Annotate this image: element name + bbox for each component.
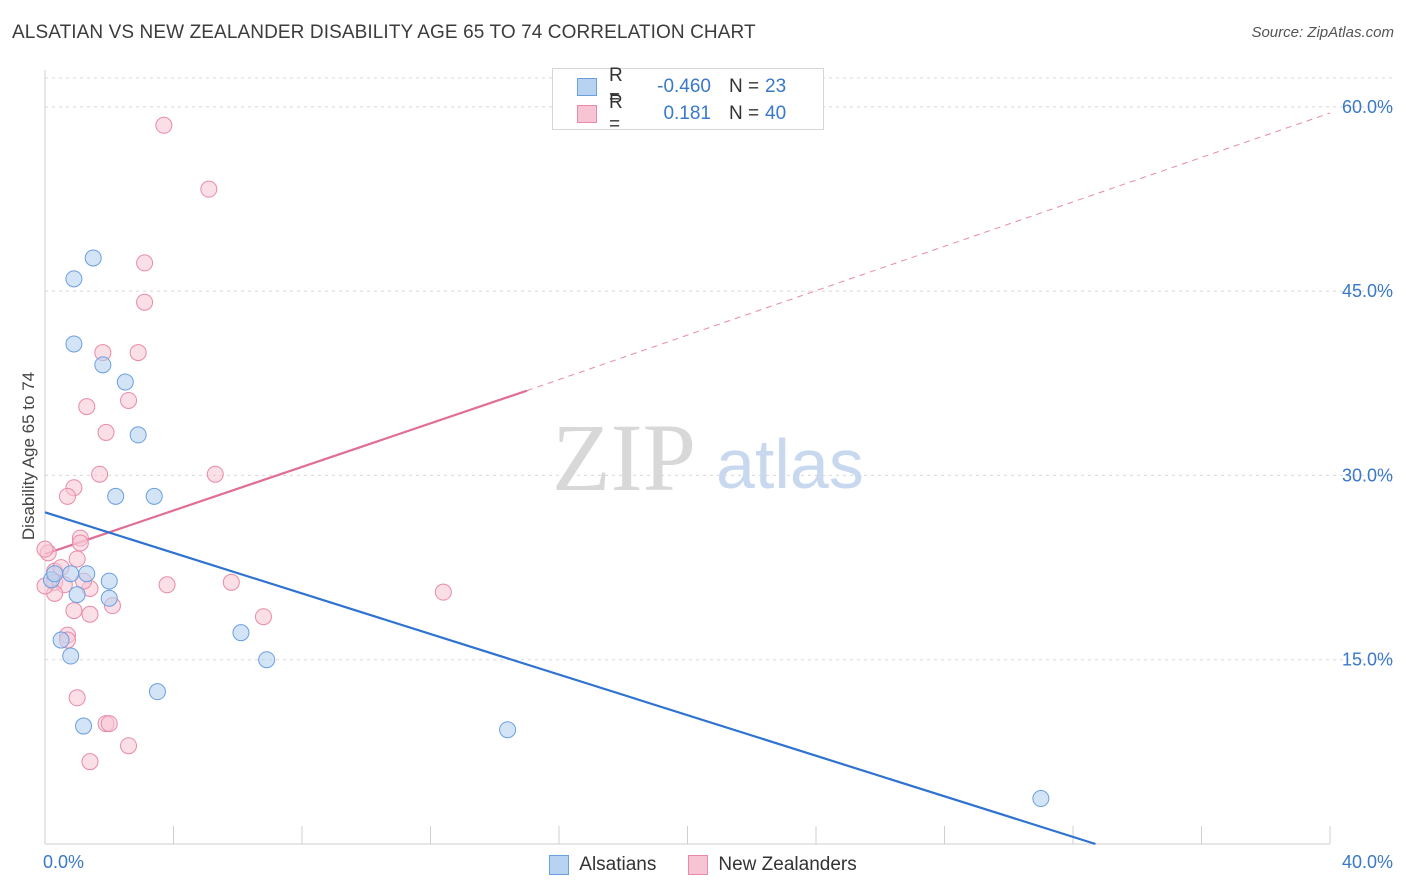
point-new-zealanders (36, 540, 54, 558)
point-alsatians (68, 586, 86, 604)
point-alsatians (94, 356, 112, 374)
point-alsatians (1032, 790, 1050, 808)
point-alsatians (100, 572, 118, 590)
point-alsatians (100, 589, 118, 607)
legend-row-new-zealanders: R = 0.181 N = 40 (577, 92, 787, 135)
legend-label-new-zealanders: New Zealanders (718, 854, 857, 875)
point-alsatians (62, 647, 80, 665)
point-new-zealanders (81, 605, 99, 623)
legend-swatch-blue (549, 855, 570, 875)
point-alsatians (65, 335, 83, 353)
legend-swatch-blue (577, 78, 597, 96)
watermark-zip: ZIP (552, 404, 696, 511)
chart-title: ALSATIAN VS NEW ZEALANDER DISABILITY AGE… (12, 22, 756, 43)
point-alsatians (258, 651, 276, 669)
point-new-zealanders (91, 465, 109, 483)
point-new-zealanders (136, 254, 154, 272)
point-new-zealanders (68, 550, 86, 568)
watermark: ZIP atlas (552, 404, 864, 511)
series-legend: Alsatians New Zealanders (0, 852, 1406, 878)
y-tick-label: 30.0% (1342, 465, 1393, 485)
trend-lines (44, 112, 1331, 846)
legend-n-label: N = (729, 103, 760, 124)
point-new-zealanders (200, 180, 218, 198)
point-new-zealanders (129, 344, 147, 362)
point-new-zealanders (81, 753, 99, 771)
point-alsatians (499, 721, 517, 739)
legend-item-new-zealanders[interactable]: New Zealanders (688, 854, 857, 876)
point-alsatians (116, 373, 134, 391)
source-credit: Source: ZipAtlas.com (1251, 24, 1394, 41)
point-new-zealanders (100, 715, 118, 733)
legend-swatch-pink (577, 105, 597, 123)
point-alsatians (232, 624, 250, 642)
point-alsatians (46, 565, 64, 583)
y-tick-label: 15.0% (1342, 650, 1393, 670)
x-tick-label: 40.0% (1342, 852, 1393, 872)
legend-row-alsatians: R = -0.460 N = 23 (577, 65, 787, 108)
tick-labels: 15.0% 30.0% 45.0% 60.0% 0.0% 40.0% (43, 97, 1393, 872)
y-tick-label: 45.0% (1342, 281, 1393, 301)
watermark-atlas: atlas (716, 425, 864, 503)
point-alsatians (84, 249, 102, 267)
legend-r-label: R = (609, 65, 623, 108)
axes (44, 70, 1331, 845)
point-new-zealanders (222, 573, 240, 591)
legend-swatch-pink (688, 855, 709, 875)
point-alsatians (65, 270, 83, 288)
data-points (36, 116, 1050, 808)
legend-item-alsatians[interactable]: Alsatians (549, 854, 656, 876)
legend-n-value: 23 (765, 76, 787, 97)
point-new-zealanders (155, 116, 173, 134)
point-new-zealanders (71, 534, 89, 552)
legend-label-alsatians: Alsatians (579, 854, 657, 875)
point-new-zealanders (58, 487, 76, 505)
point-alsatians (148, 683, 166, 701)
point-new-zealanders (120, 391, 138, 409)
legend-n-label: N = (729, 76, 760, 97)
x-tick-label: 0.0% (43, 852, 84, 872)
point-new-zealanders (120, 737, 138, 755)
legend-r-value: 0.181 (663, 103, 711, 124)
legend-r-value: -0.460 (657, 76, 711, 97)
point-new-zealanders (136, 293, 154, 311)
point-alsatians (107, 487, 125, 505)
point-alsatians (52, 631, 70, 649)
point-new-zealanders (206, 465, 224, 483)
point-new-zealanders (434, 583, 452, 601)
point-new-zealanders (68, 689, 86, 707)
point-alsatians (75, 717, 93, 735)
point-new-zealanders (78, 398, 96, 416)
trend-line-alsatians (44, 511, 1096, 846)
trend-line-new-zealanders-extension (526, 112, 1331, 392)
point-new-zealanders (254, 608, 272, 626)
legend-r-label: R = (609, 92, 623, 135)
point-alsatians (145, 487, 163, 505)
correlation-legend: R = -0.460 N = 23 R = 0.181 N = 40 (552, 65, 824, 135)
point-alsatians (62, 565, 80, 583)
y-tick-label: 60.0% (1342, 97, 1393, 117)
point-alsatians (78, 565, 96, 583)
point-alsatians (129, 426, 147, 444)
legend-n-value: 40 (765, 103, 787, 124)
point-new-zealanders (97, 423, 115, 441)
gridlines (45, 77, 1395, 661)
trend-line-new-zealanders (44, 389, 528, 556)
point-new-zealanders (158, 576, 176, 594)
point-new-zealanders (65, 602, 83, 620)
